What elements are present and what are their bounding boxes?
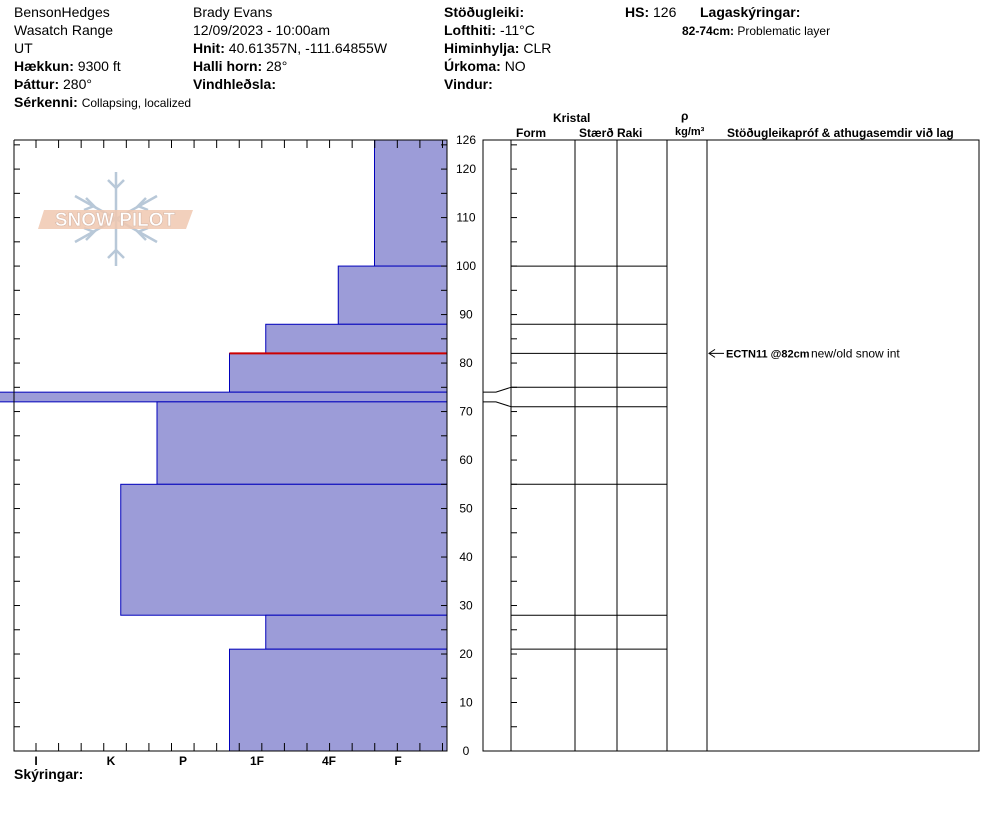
hardness-label-K: K xyxy=(107,754,116,768)
depth-label-90: 90 xyxy=(459,308,473,322)
layer-bar-3 xyxy=(229,352,448,393)
coords-label: Hnit: xyxy=(193,40,225,56)
depth-label-70: 70 xyxy=(459,405,473,419)
layer-bar-8 xyxy=(229,648,448,752)
moisture-heading: Raki xyxy=(617,126,643,140)
wind-loading: Vindhleðsla: xyxy=(193,75,276,93)
snowpilot-logo: SNOW PILOT xyxy=(38,172,193,266)
crystal-table: ECTN11 @82cm new/old snow int xyxy=(482,139,980,752)
layer-note-text: Problematic layer xyxy=(737,24,831,38)
aspect-label: Þáttur: xyxy=(14,76,60,92)
hardness-label-F: F xyxy=(394,754,401,768)
features-value: Collapsing, localized xyxy=(81,96,192,110)
hs-value: 126 xyxy=(653,4,677,20)
connector-lower xyxy=(483,401,512,408)
layer-bar-0 xyxy=(374,139,448,267)
slope-label: Halli horn: xyxy=(193,58,263,74)
footer-label: Skýringar: xyxy=(14,766,84,782)
layer-bar-6 xyxy=(120,483,448,616)
depth-label-30: 30 xyxy=(459,599,473,613)
elevation-label: Hækkun: xyxy=(14,58,74,74)
wind: Vindur: xyxy=(444,75,493,93)
elevation-value: 9300 ft xyxy=(77,58,121,74)
depth-label-40: 40 xyxy=(459,550,473,564)
layer-bar-1 xyxy=(337,265,448,325)
precipitation: Úrkoma: NO xyxy=(444,57,526,75)
depth-label-100: 100 xyxy=(456,259,476,273)
features-label: Sérkenni: xyxy=(14,94,78,110)
precip-value: NO xyxy=(504,58,526,74)
layer-note-range: 82-74cm: xyxy=(682,24,735,38)
layer-notes-title: Lagaskýringar: xyxy=(700,3,800,21)
hardness-label-P: P xyxy=(179,754,187,768)
precip-label: Úrkoma: xyxy=(444,58,501,74)
air-temp-value: -11°C xyxy=(499,22,535,38)
stability-label: Stöðugleiki: xyxy=(444,4,525,20)
depth-label-126: 126 xyxy=(456,133,476,147)
depth-label-20: 20 xyxy=(459,647,473,661)
coords-value: 40.61357N, -111.64855W xyxy=(228,40,388,56)
hardness-label-I: I xyxy=(34,754,37,768)
form-heading: Form xyxy=(516,126,546,140)
sky-label: Himinhylja: xyxy=(444,40,520,56)
range-name: Wasatch Range xyxy=(14,22,114,38)
layer-bar-5 xyxy=(156,401,448,485)
slope-value: 28° xyxy=(266,58,288,74)
hardness-label-4F: 4F xyxy=(322,754,336,768)
depth-label-80: 80 xyxy=(459,356,473,370)
aspect-value: 280° xyxy=(63,76,92,92)
hardness-plot: I K P 1F 4F F 0 10 20 30 40 50 60 70 80 90 100 110 120 126 xyxy=(0,133,476,768)
crystal-heading: Kristal xyxy=(553,111,591,125)
wind-label: Vindur: xyxy=(444,76,493,92)
layer-bar-7 xyxy=(265,614,448,650)
test-code: ECTN11 @82cm xyxy=(726,348,810,360)
hardness-label-1F: 1F xyxy=(250,754,264,768)
depth-label-10: 10 xyxy=(459,696,473,710)
air-temperature: Lofthiti: -11°C xyxy=(444,21,535,39)
depth-label-0: 0 xyxy=(463,744,470,758)
coordinates: Hnit: 40.61357N, -111.64855W xyxy=(193,39,387,57)
site-name: BensonHedges xyxy=(14,4,110,20)
logo-text: SNOW PILOT xyxy=(55,210,176,231)
depth-label-120: 120 xyxy=(456,162,476,176)
hs-label: HS: xyxy=(625,4,650,20)
layer-notes-label: Lagaskýringar: xyxy=(700,4,801,20)
features: Sérkenni: Collapsing, localized xyxy=(14,93,191,112)
observer-name: Brady Evans xyxy=(193,4,273,20)
test-comment: new/old snow int xyxy=(811,346,900,360)
depth-label-60: 60 xyxy=(459,453,473,467)
connector-upper xyxy=(483,386,512,393)
aspect: Þáttur: 280° xyxy=(14,75,92,93)
depth-label-110: 110 xyxy=(456,211,475,225)
stability: Stöðugleiki: xyxy=(444,3,524,21)
rho-heading: ρ xyxy=(681,109,689,123)
layer-note: 82-74cm: Problematic layer xyxy=(682,22,830,40)
elevation: Hækkun: 9300 ft xyxy=(14,57,121,75)
sky-value: CLR xyxy=(523,40,552,56)
slope-angle: Halli horn: 28° xyxy=(193,57,287,75)
layer-bar-4 xyxy=(0,391,448,403)
observation-datetime: 12/09/2023 - 10:00am xyxy=(193,22,330,38)
layer-bar-2 xyxy=(265,323,448,354)
table-frame xyxy=(482,139,980,752)
sky-cover: Himinhylja: CLR xyxy=(444,39,551,57)
density-unit-heading: kg/m³ xyxy=(675,126,705,138)
footer-notes: Skýringar: xyxy=(14,765,83,783)
air-temp-label: Lofthiti: xyxy=(444,22,497,38)
depth-label-50: 50 xyxy=(459,502,473,516)
tests-heading: Stöðugleikapróf & athugasemdir við lag xyxy=(727,126,954,140)
wind-loading-label: Vindhleðsla: xyxy=(193,76,276,92)
snow-height: HS: 126 xyxy=(625,3,676,21)
size-heading: Stærð xyxy=(579,126,614,140)
state-name: UT xyxy=(14,40,33,56)
